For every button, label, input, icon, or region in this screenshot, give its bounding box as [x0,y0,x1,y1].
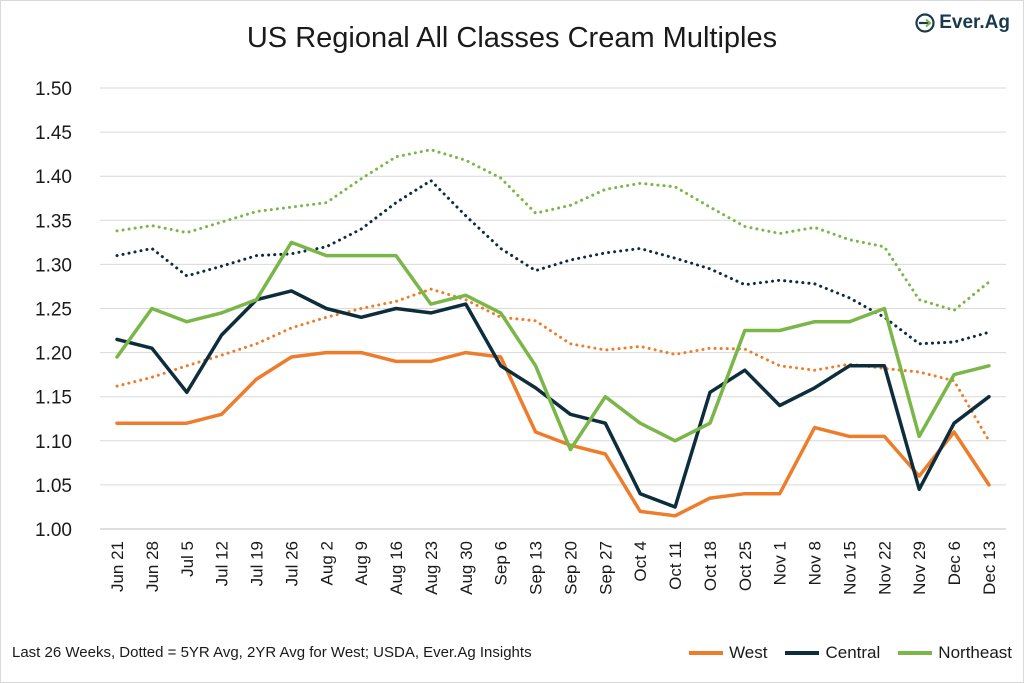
x-tick-label: Aug 9 [352,541,371,585]
x-tick-label: Jun 21 [108,541,127,592]
y-tick-label: 1.25 [35,300,72,321]
series-line-west [115,350,991,518]
series-line-northeast-avg-5yr [115,148,991,312]
x-tick-label: Aug 2 [317,541,336,585]
chart-title: US Regional All Classes Cream Multiples [246,22,778,54]
x-tick-label: Aug 30 [457,541,476,595]
x-tick-label: Oct 4 [631,541,650,582]
legend-swatch-northeast [898,651,933,655]
y-tick-label: 1.45 [35,123,72,144]
legend: West Central Northeast [689,643,1012,663]
x-tick-label: Nov 29 [910,541,929,595]
x-tick-label: Jul 26 [282,541,301,586]
x-tick-label: Jul 5 [178,541,197,577]
series-line-central-avg-5yr [115,179,991,346]
x-tick-label: Aug 16 [387,541,406,595]
legend-swatch-central [785,651,820,655]
x-tick-label: Sep 20 [561,541,580,595]
x-tick-label: Oct 18 [701,541,720,591]
x-tick-label: Jun 28 [143,541,162,592]
series-line-west-avg-2yr [115,287,991,443]
chart-annotation: Last 26 Weeks, Dotted = 5YR Avg, 2YR Avg… [12,644,532,661]
x-tick-label: Nov 8 [806,541,825,585]
y-tick-label: 1.20 [35,344,72,365]
legend-item-west: West [689,643,767,663]
x-tick-label: Dec 13 [980,541,999,595]
x-tick-label: Sep 13 [527,541,546,595]
series-line-northeast [115,240,991,452]
series-lines [115,148,991,518]
y-tick-label: 1.00 [35,520,72,541]
y-tick-label: 1.15 [35,388,72,409]
x-tick-label: Jul 19 [248,541,267,586]
x-tick-label: Oct 25 [736,541,755,591]
x-tick-label: Nov 22 [875,541,894,595]
x-axis-ticks: Jun 21 Jun 28 Jul 5 Jul 12 Jul 19 Jul 26 Aug 2… [108,541,999,595]
y-tick-label: 1.05 [35,476,72,497]
x-tick-label: Dec 6 [945,541,964,585]
y-tick-label: 1.10 [35,432,72,453]
legend-label-northeast: Northeast [938,643,1012,662]
x-tick-label: Jul 12 [213,541,232,586]
ever-ag-logo-icon [915,13,935,33]
series-line-central [115,289,991,509]
x-tick-label: Nov 1 [771,541,790,585]
y-tick-label: 1.30 [35,255,72,276]
gridlines [100,87,1006,530]
y-axis-ticks: 1.00 1.05 1.10 1.15 1.20 1.25 1.30 1.35 1.40 1.45… [35,79,72,541]
x-tick-label: Oct 11 [666,541,685,590]
x-tick-label: Sep 6 [492,541,511,585]
logo-text: Ever.Ag [939,12,1010,33]
legend-item-central: Central [785,643,880,663]
y-tick-label: 1.50 [35,79,72,100]
legend-swatch-west [689,651,724,655]
y-tick-label: 1.35 [35,211,72,232]
brand-logo: Ever.Ag [915,12,1010,34]
x-tick-label: Nov 15 [840,541,859,595]
legend-item-northeast: Northeast [898,643,1012,663]
y-tick-label: 1.40 [35,167,72,188]
legend-label-central: Central [825,643,881,662]
x-tick-label: Sep 27 [596,541,615,595]
legend-label-west: West [729,643,768,662]
x-tick-label: Aug 23 [422,541,441,595]
